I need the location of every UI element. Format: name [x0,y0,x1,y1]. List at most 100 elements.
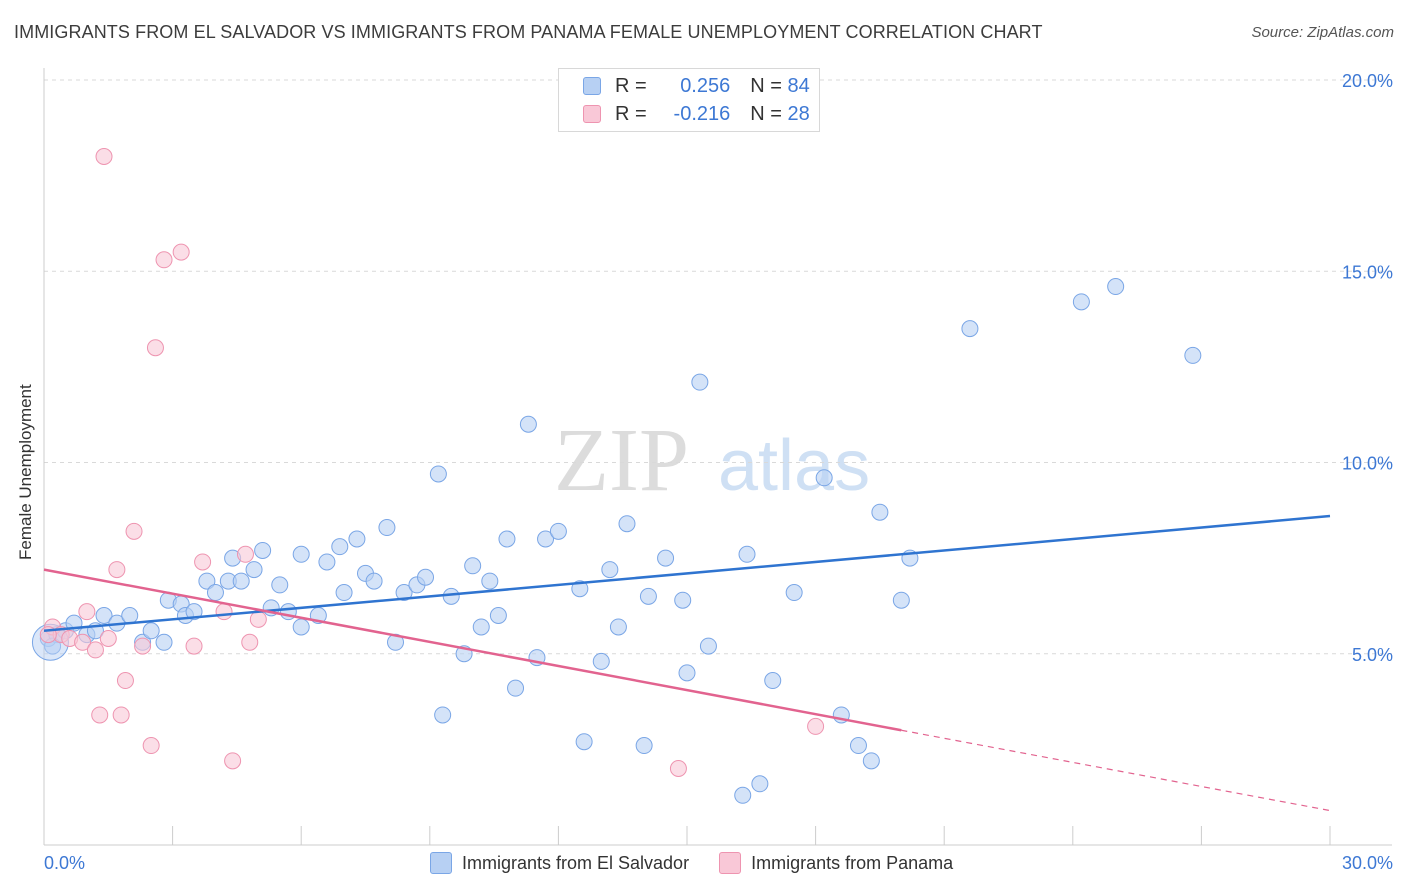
watermark-zip: ZIP [554,411,689,510]
data-point [198,572,216,590]
data-point [142,737,160,755]
trend-line-panama-extension [901,729,1331,812]
data-point [434,706,452,724]
data-point [206,584,224,602]
data-point [335,584,353,602]
data-point [699,637,717,655]
data-point [121,607,139,624]
data-point [112,706,130,724]
data-point [472,618,490,636]
axes [43,68,1392,846]
data-point [348,530,366,548]
data-point [417,568,435,586]
legend-swatch-pink [583,105,601,123]
data-point [91,706,109,724]
data-point [489,607,507,624]
n-label: N = [750,102,782,125]
legend-row-panama: R = -0.216 N = 28 [583,101,810,127]
data-point [609,618,627,636]
data-point [378,519,396,537]
data-point [862,752,880,770]
data-point [365,572,383,590]
data-point [429,465,447,483]
data-point [95,148,113,165]
data-point [691,373,709,391]
data-point [892,591,910,609]
data-point [99,629,117,647]
data-point [146,339,164,357]
data-point [639,587,657,605]
data-point [245,561,263,579]
data-point [185,603,203,621]
data-point [871,503,889,521]
correlation-legend: R = 0.256 N = 84 R = -0.216 N = 28 [558,68,820,132]
data-point [292,545,310,563]
r-label: R = [615,74,647,97]
series-panama [39,148,825,777]
legend-item-panama: Immigrants from Panama [719,852,953,874]
source-label: Source: ZipAtlas.com [1251,24,1394,41]
y-tick-labels: 5.0% 10.0% 15.0% 20.0% [1342,71,1393,665]
data-point [1184,346,1202,364]
data-point [134,637,152,655]
data-point [108,561,126,579]
data-point [116,672,134,690]
data-point [537,530,555,548]
data-point [155,633,173,651]
data-point [155,251,173,269]
data-point [635,737,653,755]
data-point [764,672,782,690]
data-point [678,664,696,682]
data-point [807,717,825,735]
y-tick-label: 10.0% [1342,454,1393,474]
chart-title: IMMIGRANTS FROM EL SALVADOR VS IMMIGRANT… [14,22,1043,42]
trend-line-panama [43,568,902,732]
x-tick-label-min: 0.0% [44,853,85,873]
legend-swatch-blue [583,77,601,95]
data-point [249,610,267,628]
data-point [669,760,687,777]
data-point [442,587,460,605]
data-point [232,572,250,590]
data-point [292,618,310,636]
data-point [481,572,499,590]
r-value-el-salvador: 0.256 [680,74,731,97]
data-point [549,522,567,540]
data-point [738,545,756,563]
data-point [849,737,867,755]
n-label: N = [750,74,782,97]
legend-label-el-salvador: Immigrants from El Salvador [462,852,690,873]
data-point [224,752,242,770]
n-value-el-salvador: 84 [787,74,810,97]
legend-label-panama: Immigrants from Panama [751,852,954,873]
data-point [519,415,537,433]
data-point [125,522,143,540]
legend-swatch-blue [430,852,452,874]
data-point [571,580,589,598]
legend-item-el-salvador: Immigrants from El Salvador [430,852,689,874]
data-point [507,679,525,697]
data-point [74,633,92,651]
data-point [734,786,752,804]
data-point [1107,278,1125,296]
data-point [254,541,272,559]
watermark: ZIP atlas [554,411,870,510]
x-tick-labels: 0.0% 30.0% [44,853,1393,873]
data-point [395,584,413,602]
data-point [194,553,212,571]
data-point [271,576,289,594]
legend-swatch-pink [719,852,742,874]
trend-lines [43,514,1331,812]
y-tick-label: 15.0% [1342,262,1393,282]
data-point [318,553,336,571]
series-legend: Immigrants from El Salvador Immigrants f… [430,852,983,874]
series-el-salvador [31,278,1202,804]
watermark-atlas: atlas [718,426,870,506]
data-point [172,243,190,261]
r-label: R = [615,102,647,125]
x-tick-label-max: 30.0% [1342,853,1393,873]
legend-row-el-salvador: R = 0.256 N = 84 [583,73,810,99]
data-point [185,637,203,655]
data-point [575,733,593,751]
